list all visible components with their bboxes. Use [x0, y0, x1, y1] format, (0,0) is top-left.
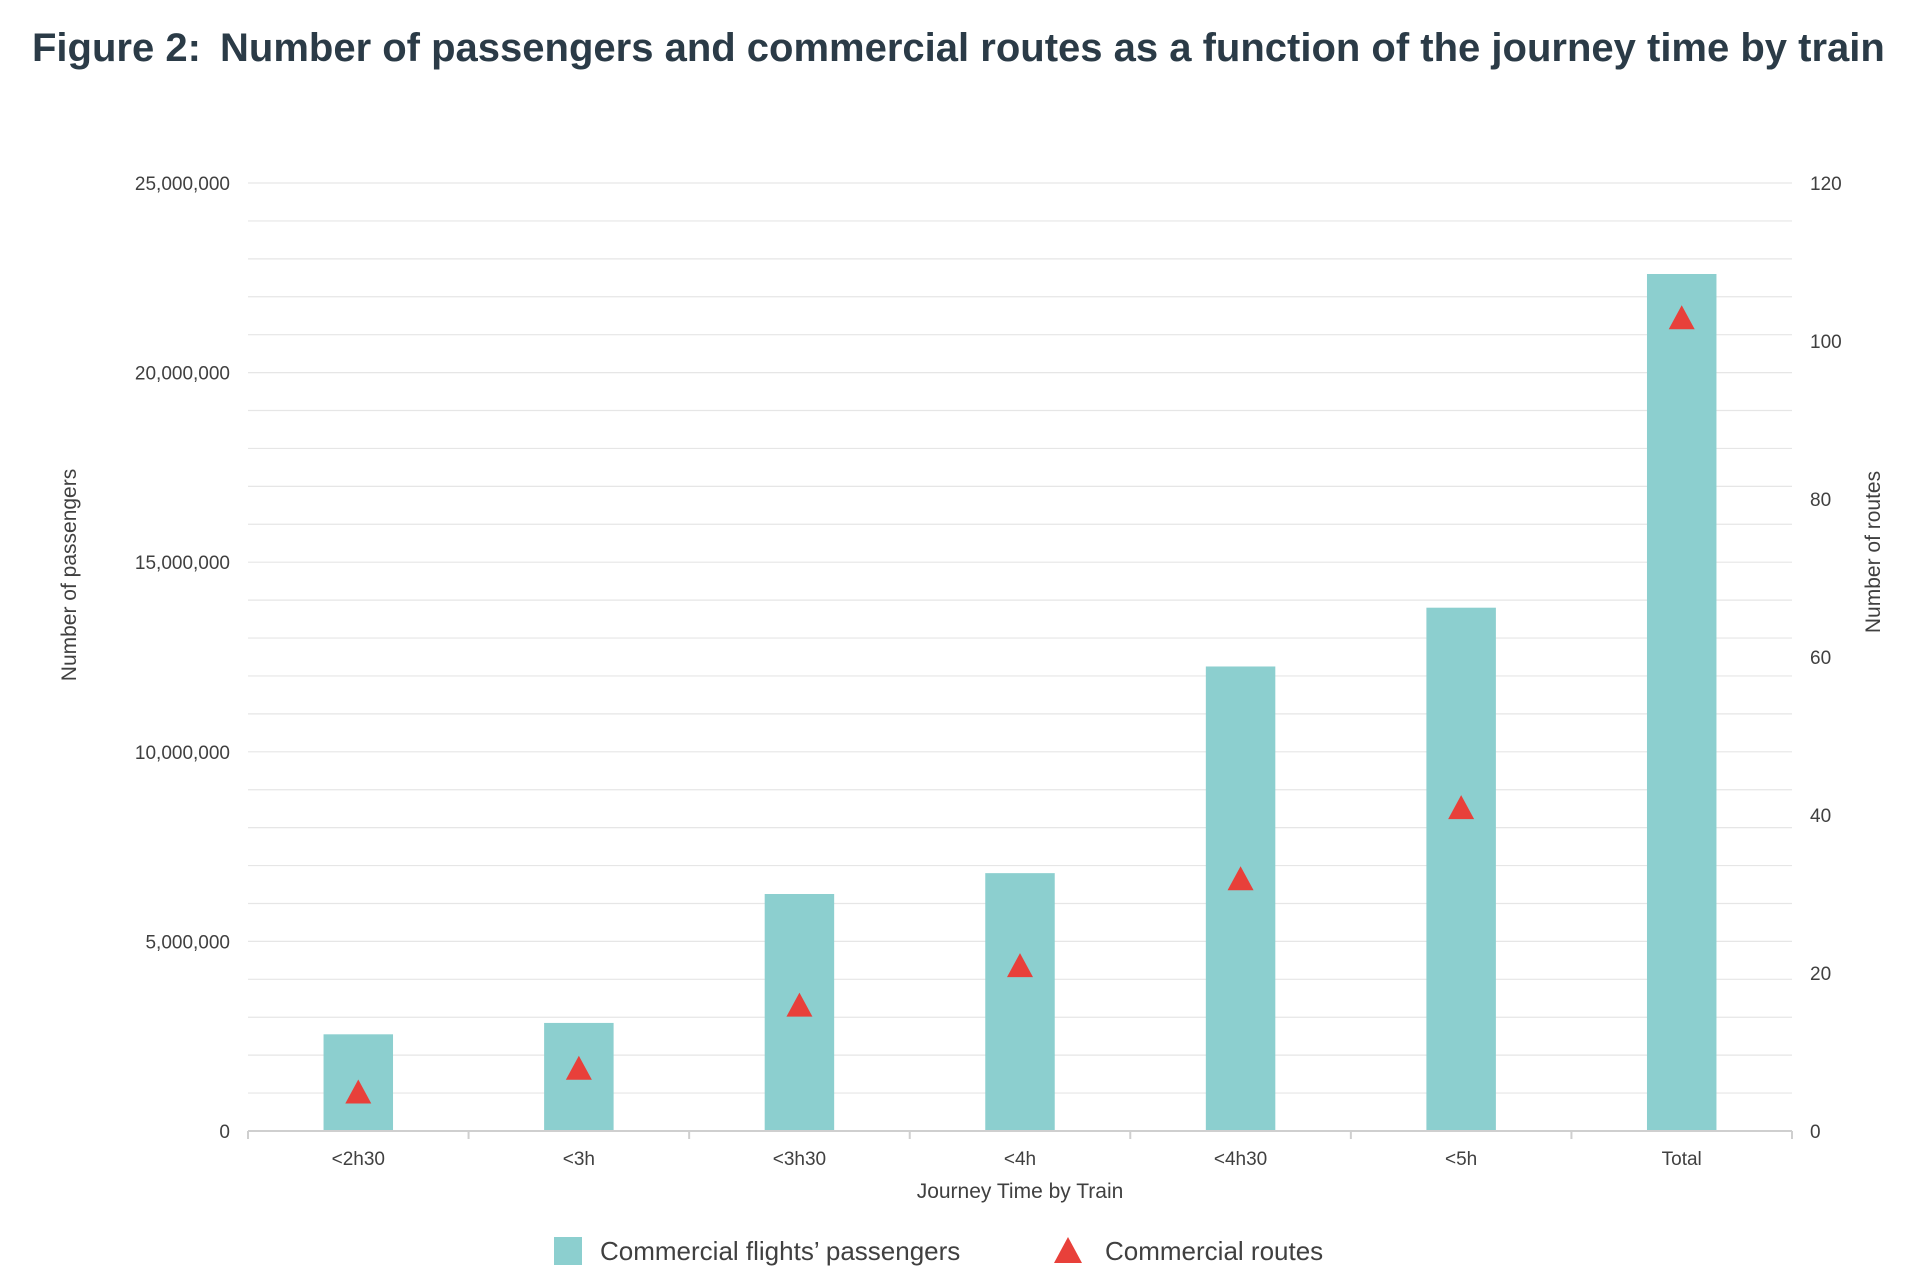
route-marker [1668, 305, 1695, 330]
x-tick-label: <3h [563, 1149, 595, 1170]
route-marker [565, 1055, 592, 1080]
y2-tick-label: 40 [1810, 806, 1831, 827]
y2-tick-label: 60 [1810, 648, 1831, 669]
y2-tick-label: 80 [1810, 490, 1831, 511]
y-tick-label: 15,000,000 [135, 553, 230, 574]
x-tick-label: <4h [1004, 1149, 1036, 1170]
bar [1646, 274, 1717, 1131]
legend-swatch-passengers [554, 1237, 582, 1265]
legend-swatch-routes [1054, 1237, 1082, 1263]
x-tick-label: Total [1662, 1149, 1702, 1170]
route-marker [1448, 795, 1475, 820]
y2-tick-label: 0 [1810, 1122, 1821, 1143]
x-tick-label: <5h [1445, 1149, 1477, 1170]
route-marker [345, 1079, 372, 1104]
y-tick-label: 5,000,000 [145, 932, 230, 953]
y-tick-label: 0 [219, 1122, 230, 1143]
y-tick-label: 25,000,000 [135, 174, 230, 195]
y2-tick-label: 100 [1810, 332, 1842, 353]
legend: Commercial flights’ passengers Commercia… [554, 1236, 1323, 1266]
legend-label-routes: Commercial routes [1105, 1236, 1323, 1266]
y2-tick-label: 120 [1810, 174, 1842, 195]
figure-number: Figure 2: [32, 26, 201, 70]
figure-title-text: Number of passengers and commercial rout… [220, 26, 1885, 70]
bar [1426, 607, 1496, 1131]
x-tick-label: <4h30 [1214, 1149, 1267, 1170]
legend-label-passengers: Commercial flights’ passengers [600, 1236, 960, 1266]
x-tick-label: <2h30 [332, 1149, 385, 1170]
gridlines [248, 182, 1792, 1094]
marker-series [345, 305, 1695, 1104]
x-axis-title: Journey Time by Train [917, 1180, 1124, 1203]
bar [985, 873, 1055, 1131]
y2-axis-title: Number of routes [1862, 471, 1885, 633]
x-tick-label: <3h30 [773, 1149, 826, 1170]
bar-series [323, 274, 1717, 1131]
route-marker [1227, 866, 1254, 891]
y-tick-label: 20,000,000 [135, 364, 230, 385]
route-marker [786, 992, 813, 1017]
axes: 0 5,000,000 10,000,000 15,000,000 20,000,000… [135, 174, 1842, 1170]
y-axis-title: Number of passengers [58, 469, 81, 681]
figure-title: Figure 2: Number of passengers and comme… [32, 24, 1892, 72]
route-marker [1007, 953, 1033, 978]
bar [1205, 666, 1276, 1131]
y-tick-label: 10,000,000 [135, 743, 230, 764]
y2-tick-label: 20 [1810, 964, 1831, 985]
